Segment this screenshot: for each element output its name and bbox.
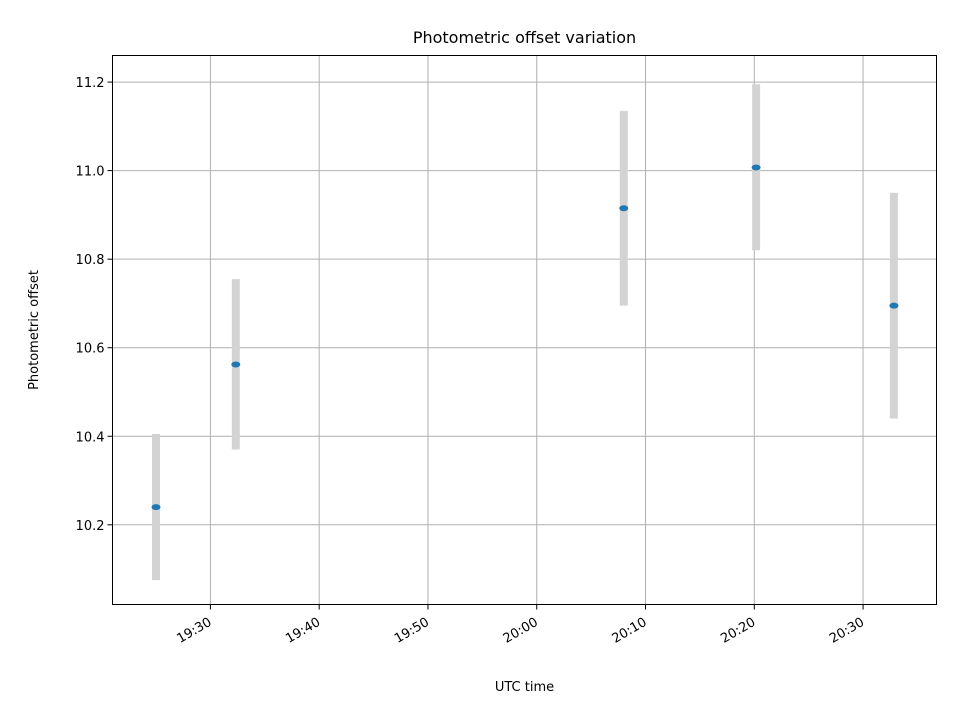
data-point <box>151 504 161 511</box>
y-axis-ticks: 10.2 10.4 10.6 10.8 11.0 11.2 <box>76 76 113 534</box>
x-tick-label: 20:30 <box>827 615 867 647</box>
data-points <box>151 164 899 511</box>
plot-frame <box>112 55 937 605</box>
y-tick-label: 11.2 <box>76 76 105 91</box>
chart-title: Photometric offset variation <box>413 28 636 47</box>
y-tick-label: 11.0 <box>76 165 105 180</box>
error-bars <box>152 84 898 581</box>
x-axis-ticks: 19:30 19:40 19:50 20:00 20:10 20:20 20:30 <box>174 604 867 647</box>
data-point <box>751 164 761 171</box>
x-tick-label: 19:50 <box>392 615 432 647</box>
x-tick-label: 20:00 <box>501 615 541 647</box>
y-tick-label: 10.4 <box>76 430 105 445</box>
x-tick-label: 20:20 <box>718 615 758 647</box>
x-tick-label: 19:30 <box>174 615 214 647</box>
x-tick-label: 20:10 <box>610 615 650 647</box>
y-tick-label: 10.2 <box>76 519 105 534</box>
y-axis-label: Photometric offset <box>27 270 42 390</box>
data-point <box>619 205 629 212</box>
y-tick-label: 10.8 <box>76 253 105 268</box>
x-tick-label: 19:40 <box>283 615 323 647</box>
y-tick-label: 10.6 <box>76 342 105 357</box>
x-axis-label: UTC time <box>495 680 554 695</box>
data-point <box>231 361 241 368</box>
data-point <box>889 302 899 309</box>
